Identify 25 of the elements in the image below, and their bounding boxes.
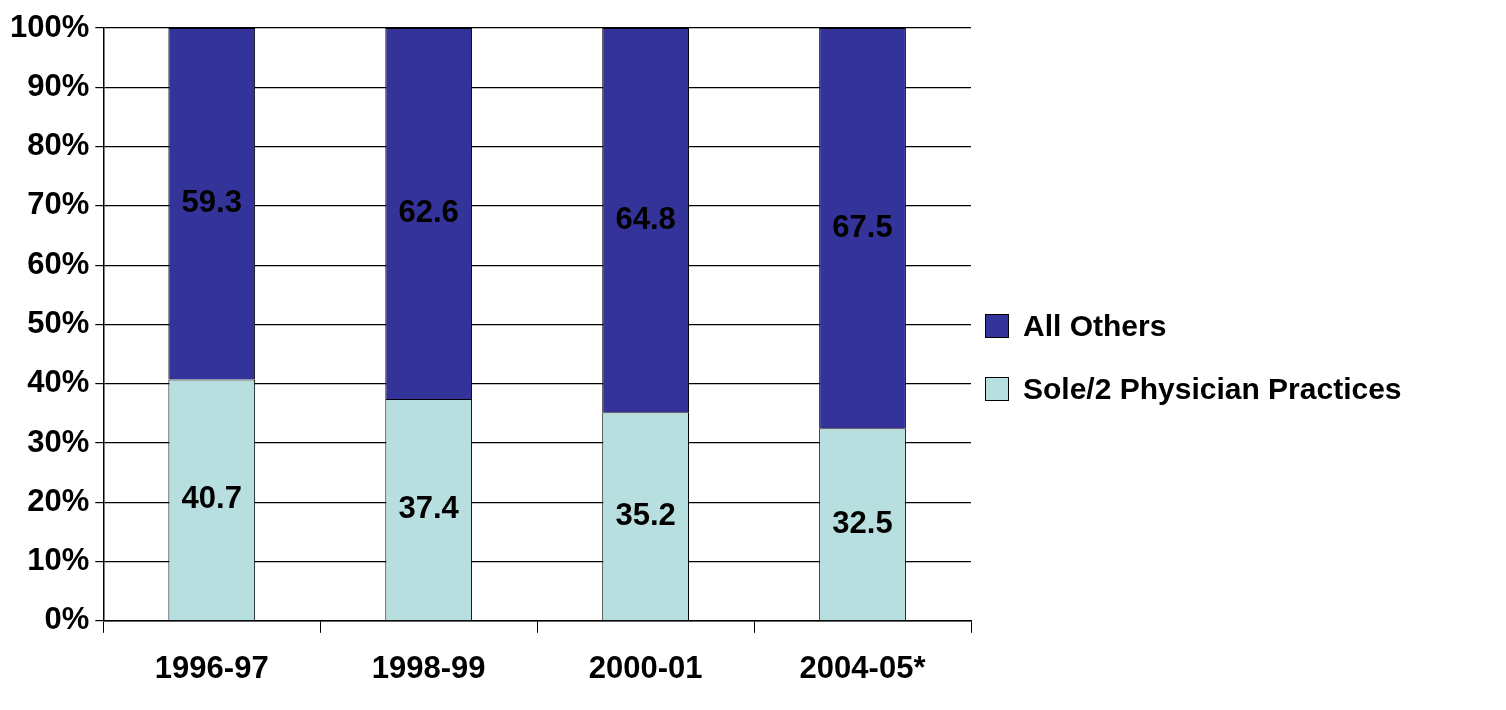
y-tick-label: 80% <box>27 127 90 163</box>
y-tick-label: 100% <box>9 8 90 44</box>
x-tick-label: 1998-99 <box>371 649 486 685</box>
x-tick-label: 2004-05* <box>799 649 927 685</box>
x-tick-label: 1996-97 <box>154 649 269 685</box>
y-tick-label: 0% <box>44 601 90 637</box>
data-label: 40.7 <box>181 480 242 516</box>
y-tick-label: 30% <box>27 423 90 459</box>
y-tick-label: 10% <box>27 542 90 578</box>
data-label: 64.8 <box>615 200 676 236</box>
data-label: 35.2 <box>615 496 676 532</box>
data-label: 32.5 <box>832 504 893 540</box>
data-label: 67.5 <box>832 208 893 244</box>
y-tick-label: 40% <box>27 364 90 400</box>
data-label: 59.3 <box>181 184 242 220</box>
y-tick-label: 90% <box>27 67 90 103</box>
legend-label: All Others <box>1023 308 1167 343</box>
y-tick-label: 50% <box>27 304 90 340</box>
data-label: 37.4 <box>398 490 460 526</box>
data-label: 62.6 <box>398 194 459 230</box>
y-tick-label: 70% <box>27 186 90 222</box>
y-tick-label: 60% <box>27 245 90 281</box>
legend-label: Sole/2 Physician Practices <box>1023 371 1402 406</box>
y-tick-label: 20% <box>27 482 90 518</box>
x-tick-label: 2000-01 <box>588 649 703 685</box>
